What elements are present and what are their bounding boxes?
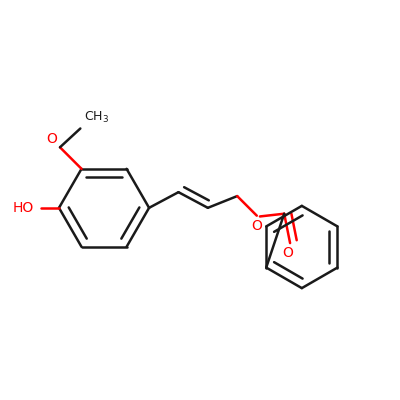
Text: O: O bbox=[283, 246, 294, 260]
Text: O: O bbox=[251, 219, 262, 233]
Text: CH$_3$: CH$_3$ bbox=[84, 110, 109, 124]
Text: O: O bbox=[46, 132, 57, 146]
Text: HO: HO bbox=[12, 201, 34, 215]
